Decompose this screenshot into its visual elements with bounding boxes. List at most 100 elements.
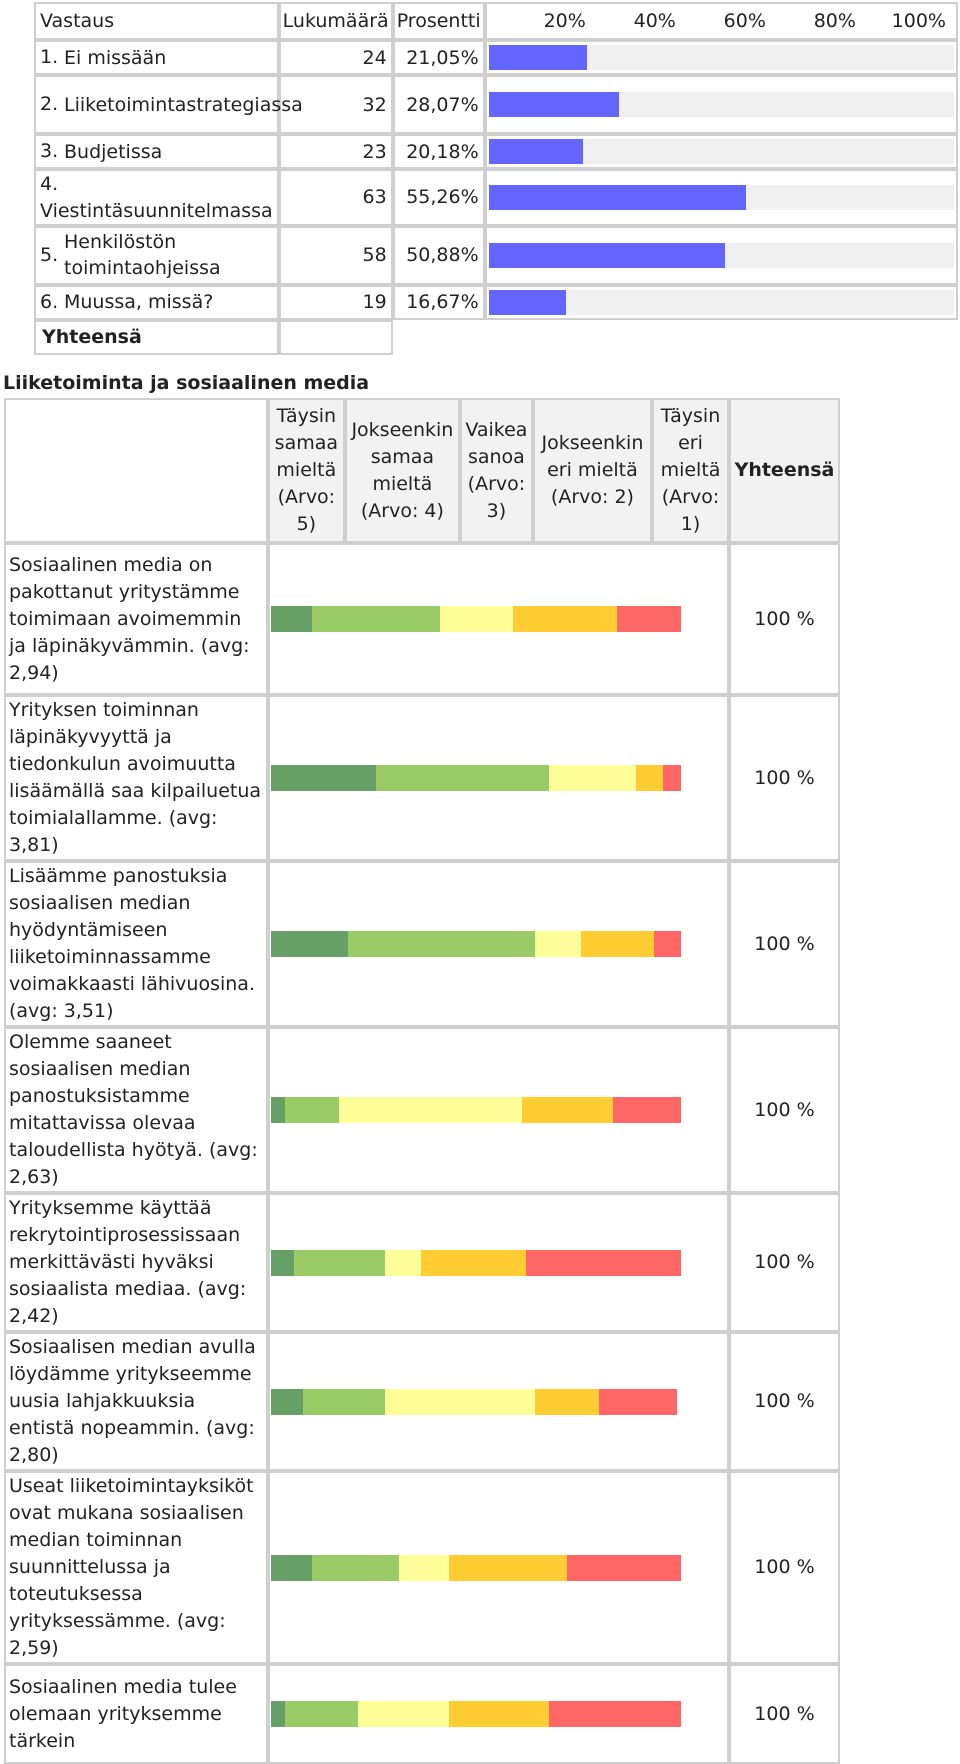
row-index: 6. — [40, 290, 59, 313]
row-index: 3. — [40, 140, 59, 163]
table-row: 4. Viestintäsuunnitelmassa 63 55,26% — [34, 169, 958, 226]
row-percent: 21,05% — [392, 40, 485, 75]
likert-row: Olemme saaneet sosiaalisen median panost… — [4, 1027, 840, 1193]
header-prosentti: Prosentti — [392, 2, 485, 40]
segment-taysin-samaa — [270, 1388, 303, 1415]
question-text: Yrityksen toiminnan läpinäkyvyyttä ja ti… — [4, 695, 268, 861]
question-text: Sosiaalisen median avulla löydämme yrity… — [4, 1332, 268, 1471]
likert-table: Täysin samaa mieltä (Arvo: 5) Jokseenkin… — [4, 398, 840, 1764]
bar-track — [488, 45, 954, 70]
likert-row: Useat liiketoimintayksiköt ovat mukana s… — [4, 1471, 840, 1664]
stacked-bar-cell — [267, 695, 729, 861]
segment-taysin-eri — [599, 1388, 677, 1415]
total-label: Yhteensä — [34, 319, 279, 355]
header-vastaus: Vastaus — [34, 2, 279, 40]
segment-jokseenkin-samaa — [293, 1249, 385, 1276]
segment-jokseenkin-eri — [512, 606, 618, 632]
likert-row: Lisäämme panostuksia sosiaalisen median … — [4, 861, 840, 1027]
segment-vaikea-sanoa — [384, 1388, 536, 1415]
segment-jokseenkin-samaa — [284, 1701, 358, 1727]
likert-row: Sosiaalinen media on pakottanut yritystä… — [4, 543, 840, 695]
scale-label: 80% — [813, 10, 856, 32]
bar-track — [488, 92, 954, 117]
total-count — [278, 319, 393, 355]
segment-jokseenkin-samaa — [311, 1554, 399, 1581]
segment-jokseenkin-eri — [535, 1388, 600, 1415]
table1-total-row: Yhteensä — [34, 319, 958, 355]
segment-vaikea-sanoa — [549, 765, 636, 791]
section-title: Liiketoiminta ja sosiaalinen media — [3, 372, 370, 394]
segment-jokseenkin-samaa — [375, 765, 550, 791]
stacked-bar-cell — [267, 1664, 729, 1764]
table-row: 1. Ei missään 24 21,05% — [34, 40, 958, 75]
stacked-bar — [270, 1554, 727, 1581]
stacked-bar-cell — [267, 543, 729, 695]
row-bar-cell — [484, 169, 958, 226]
row-bar-cell — [484, 40, 958, 75]
row-total: 100 % — [728, 1664, 840, 1764]
bar-track — [488, 139, 954, 164]
row-count: 32 — [278, 75, 393, 134]
table-row: 6. Muussa, missä? 19 16,67% — [34, 284, 958, 320]
segment-taysin-eri — [567, 1554, 682, 1581]
segment-jokseenkin-samaa — [348, 931, 536, 957]
row-count: 23 — [278, 134, 393, 169]
bar-fill — [488, 92, 620, 117]
row-label-cell: 3. Budjetissa — [34, 134, 279, 169]
segment-jokseenkin-samaa — [302, 1388, 385, 1415]
row-label-cell: 1. Ei missään — [34, 40, 279, 75]
scale-label: 20% — [543, 10, 586, 32]
question-text: Useat liiketoimintayksiköt ovat mukana s… — [4, 1471, 268, 1664]
row-bar-cell — [484, 284, 958, 320]
question-text: Olemme saaneet sosiaalisen median panost… — [4, 1027, 268, 1193]
row-index: 4. — [40, 173, 59, 195]
segment-taysin-eri — [549, 1701, 682, 1727]
row-label: Ei missään — [64, 46, 167, 69]
row-count: 63 — [278, 169, 393, 226]
question-text: Yrityksemme käyttää rekrytointiprosessis… — [4, 1193, 268, 1332]
row-percent: 16,67% — [392, 284, 485, 320]
header-taysin-samaa: Täysin samaa mieltä (Arvo: 5) — [267, 398, 345, 543]
segment-taysin-samaa — [270, 1249, 294, 1276]
row-total: 100 % — [728, 861, 840, 1027]
row-index: 2. — [40, 93, 59, 116]
row-label: Muussa, missä? — [64, 291, 214, 314]
segment-vaikea-sanoa — [339, 1097, 522, 1123]
row-total: 100 % — [728, 1193, 840, 1332]
row-percent: 28,07% — [392, 75, 485, 134]
row-bar-cell — [484, 225, 958, 285]
segment-jokseenkin-eri — [521, 1097, 613, 1123]
header-jokseenkin-samaa: Jokseenkin samaa mieltä (Arvo: 4) — [344, 398, 461, 543]
bar-track — [488, 184, 954, 210]
segment-taysin-samaa — [270, 1097, 285, 1123]
segment-taysin-samaa — [270, 606, 312, 632]
segment-jokseenkin-eri — [421, 1249, 527, 1276]
results-table-1: Vastaus Lukumäärä Prosentti 20% 40% 60% … — [34, 2, 958, 355]
segment-vaikea-sanoa — [384, 1249, 422, 1276]
stacked-bar-cell — [267, 1471, 729, 1664]
likert-row: Yrityksemme käyttää rekrytointiprosessis… — [4, 1193, 840, 1332]
segment-taysin-eri — [663, 765, 682, 791]
header-scale: 20% 40% 60% 80% 100% — [484, 2, 958, 40]
segment-jokseenkin-samaa — [284, 1097, 340, 1123]
scale-label: 40% — [633, 10, 676, 32]
question-text: Sosiaalinen media on pakottanut yritystä… — [4, 543, 268, 695]
stacked-bar-cell — [267, 861, 729, 1027]
header-lukumaara: Lukumäärä — [278, 2, 393, 40]
segment-vaikea-sanoa — [439, 606, 513, 632]
bar-fill — [488, 184, 746, 210]
segment-taysin-eri — [526, 1249, 682, 1276]
row-total: 100 % — [728, 1027, 840, 1193]
row-label-cell: 5.Henkilöstön toimintaohjeissa — [34, 225, 279, 285]
row-total: 100 % — [728, 1332, 840, 1471]
table-row: 3. Budjetissa 23 20,18% — [34, 134, 958, 169]
stacked-bar — [270, 606, 727, 632]
stacked-bar-cell — [267, 1193, 729, 1332]
stacked-bar — [270, 1388, 727, 1415]
segment-taysin-samaa — [270, 765, 376, 791]
segment-jokseenkin-eri — [581, 931, 654, 957]
row-bar-cell — [484, 75, 958, 134]
row-percent: 20,18% — [392, 134, 485, 169]
row-label-cell: 4. Viestintäsuunnitelmassa — [34, 169, 279, 226]
segment-taysin-samaa — [270, 931, 349, 957]
